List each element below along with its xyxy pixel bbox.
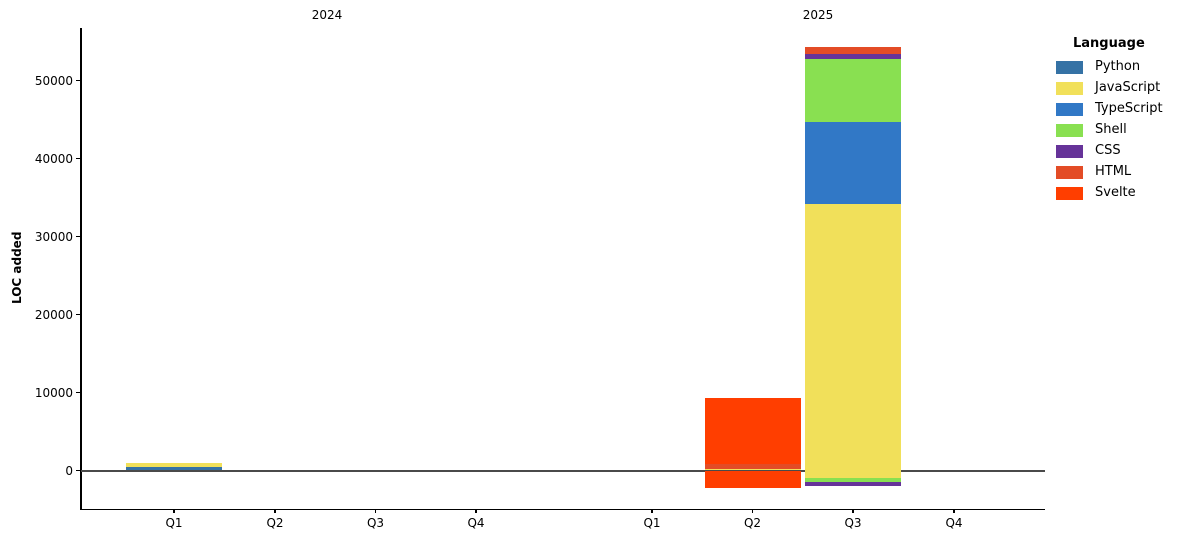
bar-segment-javascript bbox=[805, 203, 901, 479]
x-tick-mark bbox=[651, 509, 653, 513]
legend-swatch-html bbox=[1056, 166, 1083, 179]
legend-label: JavaScript bbox=[1095, 80, 1161, 95]
x-tick-mark bbox=[173, 509, 175, 513]
legend-label: CSS bbox=[1095, 143, 1121, 158]
legend: Language Python JavaScript TypeScript Shell… bbox=[1056, 36, 1182, 216]
y-tick-label: 50000 bbox=[34, 73, 73, 88]
legend-entry-css: CSS bbox=[1056, 143, 1182, 159]
y-tick-mark bbox=[76, 391, 81, 394]
x-tick-label-2024-Q1: Q1 bbox=[165, 516, 183, 530]
x-tick-label-2025-Q1: Q1 bbox=[643, 516, 661, 530]
bar-segment-svelte bbox=[704, 397, 801, 465]
legend-label: TypeScript bbox=[1095, 101, 1163, 116]
legend-swatch-python bbox=[1056, 61, 1083, 74]
bar-segment-javascript bbox=[126, 463, 222, 468]
legend-entry-html: HTML bbox=[1056, 164, 1182, 180]
y-tick-mark bbox=[76, 313, 81, 316]
y-tick-mark bbox=[76, 469, 81, 472]
legend-title: Language bbox=[1073, 36, 1145, 51]
y-tick-label: 40000 bbox=[34, 151, 73, 166]
bar-segment-shell bbox=[805, 478, 901, 483]
bar-segment-typescript bbox=[805, 121, 901, 204]
bar-segment-html bbox=[805, 46, 901, 54]
legend-swatch-shell bbox=[1056, 124, 1083, 137]
y-tick-label: 30000 bbox=[34, 229, 73, 244]
legend-swatch-javascript bbox=[1056, 82, 1083, 95]
legend-entry-typescript: TypeScript bbox=[1056, 101, 1182, 117]
x-tick-label-2025-Q2: Q2 bbox=[743, 516, 762, 530]
x-tick-label-2025-Q3: Q3 bbox=[844, 516, 862, 530]
legend-label: Shell bbox=[1095, 122, 1127, 137]
x-tick-label-2024-Q2: Q2 bbox=[266, 516, 284, 530]
bar-segment-svelte bbox=[704, 470, 801, 488]
legend-swatch-typescript bbox=[1056, 103, 1083, 116]
bar-segment-css bbox=[805, 482, 901, 487]
x-axis-spine bbox=[80, 508, 1045, 510]
legend-swatch-css bbox=[1056, 145, 1083, 158]
y-tick-label: 0 bbox=[65, 463, 73, 478]
legend-swatch-svelte bbox=[1056, 187, 1083, 200]
bar-segment-python bbox=[126, 467, 222, 471]
y-tick-mark bbox=[76, 79, 81, 82]
facet-title-2024: 2024 bbox=[311, 8, 343, 22]
y-tick-mark bbox=[76, 157, 81, 160]
x-tick-mark bbox=[374, 509, 377, 513]
legend-entry-javascript: JavaScript bbox=[1056, 80, 1182, 96]
x-tick-label-2025-Q4: Q4 bbox=[945, 516, 963, 530]
legend-label: Svelte bbox=[1095, 185, 1136, 200]
x-tick-mark bbox=[274, 509, 276, 513]
bar-segment-html bbox=[704, 464, 801, 469]
legend-entry-shell: Shell bbox=[1056, 122, 1182, 138]
x-tick-label-2024-Q3: Q3 bbox=[366, 516, 385, 530]
x-tick-mark bbox=[751, 509, 754, 513]
facet-title-2025: 2025 bbox=[802, 8, 834, 22]
bar-segment-shell bbox=[805, 58, 901, 122]
bar-segment-css bbox=[805, 53, 901, 59]
bar-segment-javascript bbox=[704, 468, 801, 471]
y-tick-label: 20000 bbox=[34, 307, 73, 322]
x-tick-mark bbox=[475, 509, 477, 513]
x-tick-mark bbox=[953, 509, 955, 513]
y-tick-mark bbox=[76, 235, 81, 238]
legend-label: HTML bbox=[1095, 164, 1132, 179]
zero-baseline bbox=[81, 470, 1045, 472]
y-tick-label: 10000 bbox=[34, 385, 73, 400]
legend-entry-python: Python bbox=[1056, 59, 1182, 75]
x-tick-label-2024-Q4: Q4 bbox=[467, 516, 485, 530]
legend-label: Python bbox=[1095, 59, 1141, 74]
legend-entry-svelte: Svelte bbox=[1056, 185, 1182, 201]
y-axis-spine bbox=[80, 28, 82, 509]
x-tick-mark bbox=[852, 509, 854, 513]
